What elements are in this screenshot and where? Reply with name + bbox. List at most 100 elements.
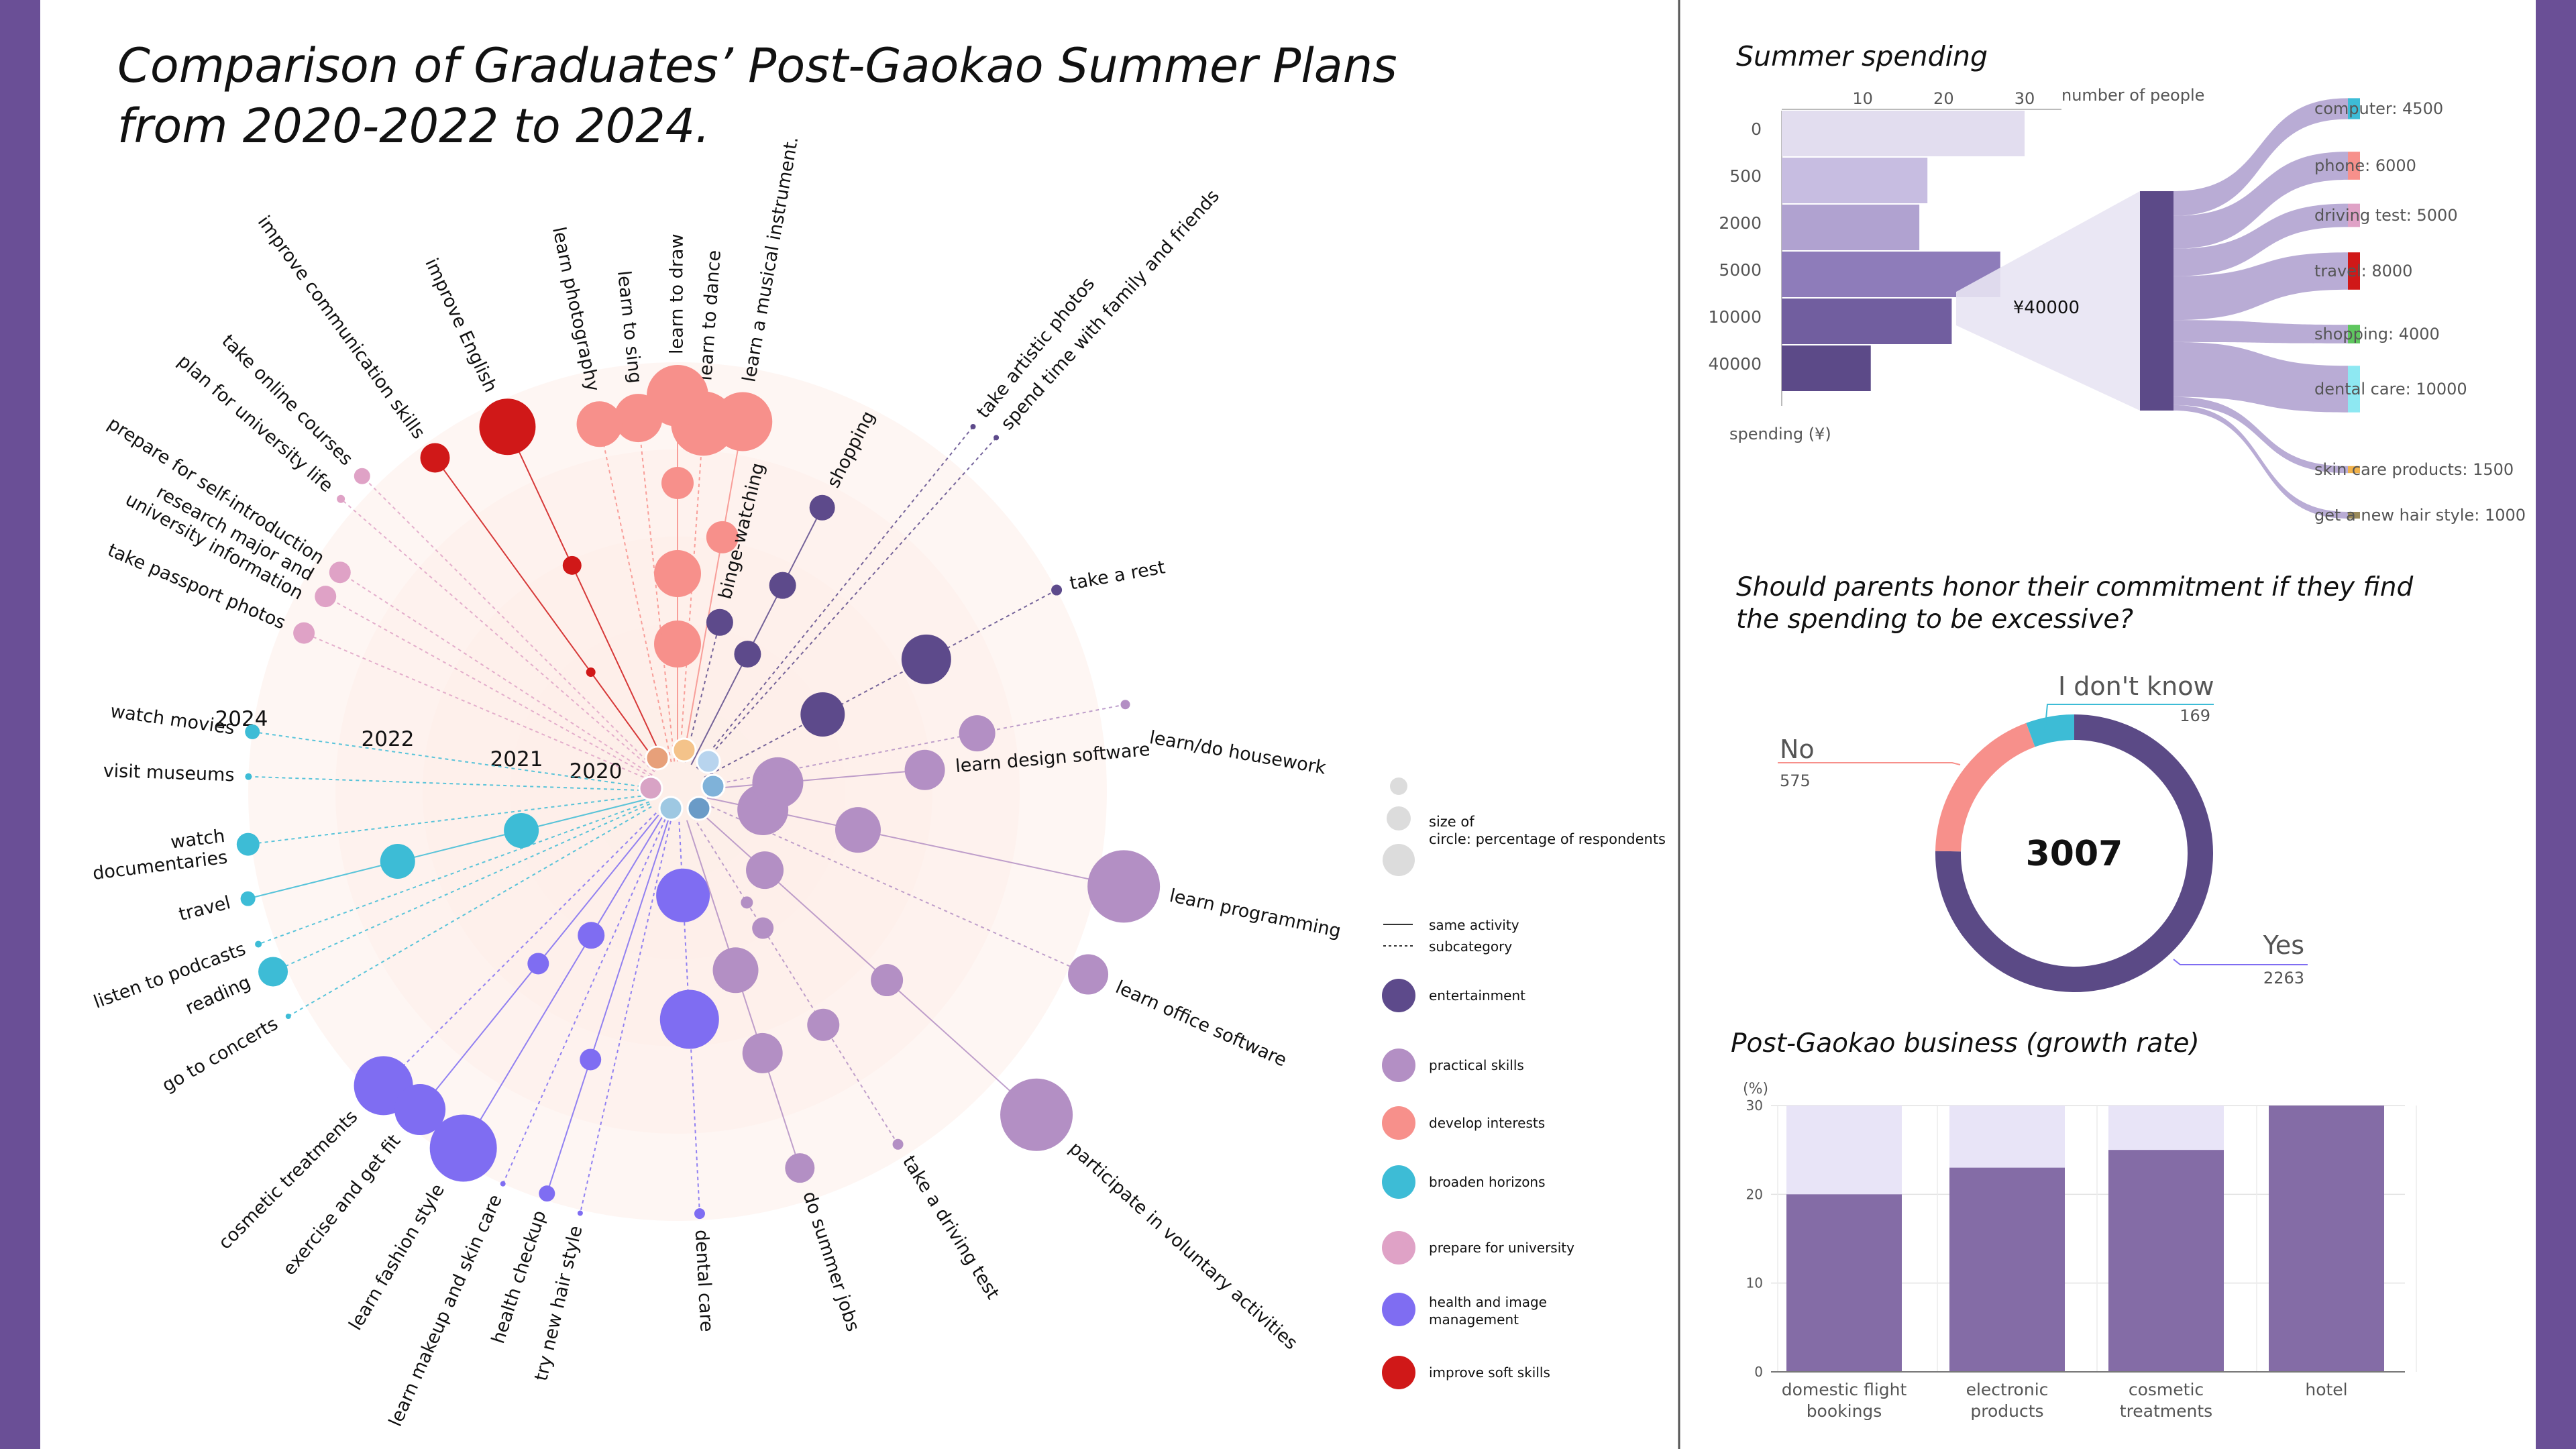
bubble-mid <box>752 757 804 808</box>
bubble-mid <box>586 667 596 678</box>
sankey-target <box>2348 325 2360 343</box>
legend-size-circle <box>1390 777 1407 795</box>
sankey-flow <box>2174 320 2348 343</box>
activity-label: improve communication skills <box>254 212 429 443</box>
bubble-2024 <box>994 435 1000 441</box>
sankey-target <box>2348 152 2360 180</box>
spending-x-tick: 10 <box>1852 89 1873 108</box>
connector-line <box>546 820 669 1194</box>
ring-label-2020: 2020 <box>570 759 623 784</box>
bubble-2024 <box>577 1210 583 1216</box>
growth-x-tick: treatments <box>2120 1401 2212 1421</box>
growth-x-tick: domestic flight <box>1782 1380 1907 1399</box>
bubble-2024 <box>694 1208 705 1220</box>
connector-line <box>707 769 925 790</box>
bubble-2024 <box>293 622 315 644</box>
activity-label: health checkup <box>488 1208 550 1346</box>
bubble-mid <box>661 467 694 499</box>
activity-label: learn to dance <box>695 250 725 382</box>
bubble-2024 <box>706 608 733 636</box>
bubble-mid <box>741 896 753 909</box>
connector-line <box>325 596 652 778</box>
activity-label: learn office software <box>1112 977 1289 1071</box>
donut-dk-value: 169 <box>2180 706 2210 725</box>
main-title-line-2: from 2020-2022 to 2024. <box>117 99 710 154</box>
activity-label: travel <box>176 892 233 925</box>
bubble-2024 <box>576 401 623 447</box>
spending-bar <box>1782 111 2025 156</box>
growth-bar-bg <box>1786 1106 1902 1372</box>
legend-label-horizons: broaden horizons <box>1429 1174 1546 1190</box>
donut-dk-leader <box>2044 704 2214 734</box>
spending-bar <box>1782 205 1920 250</box>
spending-title: Summer spending <box>1736 40 1988 72</box>
center-thumbnail <box>658 796 684 821</box>
legend-size-label-line-1: size of <box>1429 814 1474 830</box>
sankey-flow <box>2174 405 2348 519</box>
center-thumbnail <box>696 749 721 774</box>
activity-label: learn a musical instrument. <box>739 135 802 384</box>
legend-swatch-health <box>1382 1293 1415 1326</box>
connector-line <box>679 423 704 762</box>
sankey-target <box>2348 98 2360 119</box>
bubble-2024 <box>785 1153 815 1183</box>
spending-y-tick: 0 <box>1751 119 1762 139</box>
spending-x-label: number of people <box>2061 86 2204 105</box>
bubble-2024 <box>394 1084 446 1136</box>
bubble-mid <box>712 947 759 994</box>
spending-y-tick: 5000 <box>1719 260 1762 280</box>
sankey-target-label: get a new hair style: 1000 <box>2314 506 2526 525</box>
growth-x-tick: hotel <box>2305 1380 2347 1399</box>
bubble-2024 <box>892 1138 904 1150</box>
bubble-2024 <box>258 957 288 987</box>
bubble-2024 <box>285 1014 291 1019</box>
spending-y-tick: 500 <box>1729 166 1762 186</box>
legend-swatch-practical <box>1382 1049 1415 1082</box>
connector-line <box>340 498 655 773</box>
activity-label: improve English <box>421 255 501 395</box>
growth-y-tick: 0 <box>1754 1364 1763 1380</box>
bubble-2024 <box>539 1185 555 1202</box>
spending-y-tick: 2000 <box>1719 213 1762 233</box>
bubble-mid <box>659 989 719 1049</box>
legend-label-soft: improve soft skills <box>1429 1364 1550 1381</box>
bubble-mid <box>380 844 415 879</box>
bubble-2024 <box>614 394 663 443</box>
donut-no-leader <box>1778 762 1961 765</box>
spending-bar <box>1782 345 1871 391</box>
activity-label: learn fashion style <box>345 1181 449 1334</box>
ring-label-2022: 2022 <box>362 727 415 751</box>
spending-bar <box>1782 299 1952 344</box>
donut-slice <box>1935 722 2035 852</box>
activity-label: go to concerts <box>159 1014 282 1097</box>
sankey-target-label: computer: 4500 <box>2314 99 2443 118</box>
bubble-2024 <box>479 398 536 455</box>
spending-y-tick: 10000 <box>1708 307 1762 327</box>
main-title-line-1: Comparison of Graduates’ Post-Gaokao Sum… <box>117 38 1397 93</box>
donut-yes-value: 2263 <box>2263 969 2304 987</box>
sankey-target-label: phone: 6000 <box>2314 156 2416 175</box>
growth-bar <box>1786 1194 1902 1372</box>
bubble-2024 <box>500 1181 506 1187</box>
legend-size-label-line-2: circle: percentage of respondents <box>1429 831 1666 847</box>
spending-bar <box>1782 252 2000 297</box>
connector-line <box>303 632 650 781</box>
donut-dk-label: I don't know <box>2058 672 2214 701</box>
spending-bar <box>1782 158 1928 203</box>
activity-label: learn to draw <box>667 233 688 354</box>
bubble-2024 <box>245 773 252 780</box>
sankey-target <box>2348 366 2360 413</box>
growth-y-label: (%) <box>1743 1081 1768 1097</box>
right-frame-bar <box>2536 0 2576 1449</box>
bubble-mid <box>901 634 951 684</box>
bubble-mid <box>835 807 881 853</box>
bubble-2024 <box>245 724 260 739</box>
legend-label-interests: develop interests <box>1429 1115 1545 1131</box>
bubble-2024 <box>809 494 835 521</box>
growth-title: Post-Gaokao business (growth rate) <box>1731 1028 2200 1059</box>
donut-title-line-1: Should parents honor their commitment if… <box>1736 572 2413 602</box>
donut-no-label: No <box>1780 735 1815 764</box>
connector-line <box>579 820 672 1214</box>
connector-line <box>462 817 663 1148</box>
bubble-2024 <box>1000 1078 1073 1151</box>
